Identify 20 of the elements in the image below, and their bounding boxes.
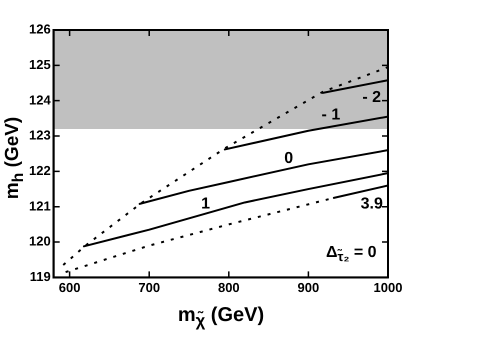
y-tick-label: 126 xyxy=(28,22,51,37)
x-tick-label: 600 xyxy=(58,280,80,295)
x-tick-label: 900 xyxy=(298,280,320,295)
legend-label: - 2 xyxy=(362,88,382,106)
series-label: - 1 xyxy=(322,106,340,124)
y-tick-label: 119 xyxy=(30,268,51,284)
y-tick-label: 122 xyxy=(28,162,51,178)
x-tick-label: 700 xyxy=(138,280,160,295)
y-tick-label: 120 xyxy=(28,234,51,249)
series-label: 1 xyxy=(201,195,210,212)
y-tick-label: 124 xyxy=(28,92,52,108)
x-axis-title: m$_{χ̃}$ (GeV) xyxy=(178,304,264,331)
series-label: 0 xyxy=(284,150,294,168)
y-tick-label: 123 xyxy=(28,128,51,143)
y-tick-label: 121 xyxy=(28,198,51,214)
x-tick-label: 800 xyxy=(218,280,240,295)
annotation: Δ$_{τ̃₂}$ = 0 xyxy=(326,244,377,264)
legend-label: 3.9 xyxy=(360,196,383,213)
y-tick-label: 125 xyxy=(28,56,51,72)
x-tick-label: 1000 xyxy=(374,280,402,295)
